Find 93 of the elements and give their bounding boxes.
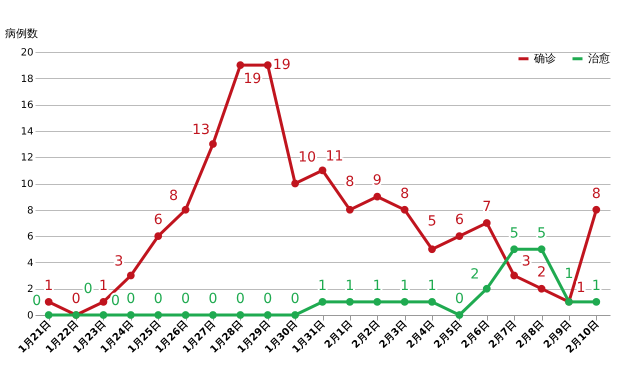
point bbox=[154, 311, 162, 319]
data-label: 7 bbox=[482, 198, 492, 215]
point bbox=[510, 272, 518, 280]
point bbox=[182, 206, 190, 214]
point bbox=[291, 311, 299, 319]
point bbox=[236, 311, 244, 319]
point bbox=[100, 298, 108, 306]
data-label: 1 bbox=[345, 278, 354, 294]
data-label: 19 bbox=[243, 71, 262, 88]
y-tick-label: 12 bbox=[20, 152, 34, 164]
y-tick-label: 14 bbox=[20, 126, 34, 138]
data-label: 1 bbox=[98, 278, 108, 294]
data-label: 1 bbox=[372, 278, 382, 294]
data-label: 0 bbox=[154, 291, 163, 307]
y-axis-title: 病例数 bbox=[5, 27, 38, 40]
point bbox=[318, 298, 326, 306]
data-label: 8 bbox=[400, 186, 410, 202]
point bbox=[428, 298, 436, 306]
data-label: 3 bbox=[522, 254, 531, 270]
data-label: 2 bbox=[537, 264, 546, 281]
point bbox=[44, 298, 53, 306]
point bbox=[182, 311, 190, 319]
data-label: 19 bbox=[272, 57, 291, 74]
point bbox=[592, 298, 600, 306]
data-label: 0 bbox=[263, 291, 272, 307]
data-label: 0 bbox=[84, 281, 93, 297]
data-label: 3 bbox=[114, 254, 124, 270]
y-tick-label: 0 bbox=[27, 310, 34, 322]
y-tick-label: 20 bbox=[20, 48, 34, 58]
y-tick-label: 16 bbox=[20, 100, 34, 112]
point bbox=[346, 206, 354, 214]
data-label: 13 bbox=[192, 122, 210, 138]
data-label: 6 bbox=[154, 212, 163, 228]
data-label: 2 bbox=[470, 266, 480, 283]
point bbox=[126, 272, 135, 280]
data-label: 0 bbox=[72, 291, 81, 307]
data-label: 1 bbox=[576, 280, 586, 296]
data-label: 0 bbox=[454, 291, 464, 307]
point bbox=[456, 232, 464, 240]
point bbox=[209, 140, 217, 148]
y-tick-label: 8 bbox=[27, 205, 34, 216]
data-label: 1 bbox=[400, 278, 410, 294]
point bbox=[100, 311, 108, 319]
point bbox=[538, 284, 546, 293]
point bbox=[44, 311, 53, 319]
y-tick-label: 2 bbox=[27, 284, 34, 296]
data-label: 1 bbox=[318, 278, 327, 294]
legend-label: 治愈 bbox=[588, 52, 610, 65]
point bbox=[482, 284, 491, 293]
data-label: 0 bbox=[126, 291, 136, 307]
data-label: 8 bbox=[169, 188, 178, 204]
data-label: 0 bbox=[110, 293, 120, 309]
y-tick-label: 10 bbox=[20, 179, 34, 190]
data-label: 0 bbox=[236, 291, 245, 307]
point bbox=[400, 206, 409, 214]
data-label: 1 bbox=[592, 278, 601, 294]
y-tick-label: 6 bbox=[27, 232, 34, 243]
point bbox=[373, 298, 382, 306]
point bbox=[264, 61, 272, 70]
point bbox=[482, 219, 491, 227]
point bbox=[291, 180, 299, 188]
point bbox=[209, 311, 217, 319]
point bbox=[400, 298, 409, 306]
data-label: 0 bbox=[208, 291, 218, 307]
point bbox=[126, 311, 135, 319]
point bbox=[373, 192, 382, 201]
legend-label: 确诊 bbox=[533, 52, 556, 65]
y-tick-label: 4 bbox=[27, 258, 34, 269]
point bbox=[428, 245, 436, 254]
data-label: 0 bbox=[181, 291, 190, 307]
data-label: 8 bbox=[345, 174, 354, 190]
data-label: 11 bbox=[326, 148, 344, 164]
point bbox=[592, 206, 600, 214]
point bbox=[264, 311, 272, 319]
data-label: 5 bbox=[428, 213, 436, 230]
data-label: 8 bbox=[592, 186, 601, 202]
data-label: 1 bbox=[44, 278, 54, 294]
point bbox=[318, 166, 326, 174]
data-label: 9 bbox=[372, 172, 382, 189]
point bbox=[510, 245, 518, 254]
point bbox=[236, 61, 244, 70]
data-label: 10 bbox=[298, 150, 316, 166]
data-label: 5 bbox=[537, 225, 546, 242]
data-label: 1 bbox=[428, 278, 436, 294]
point bbox=[154, 232, 162, 240]
data-label: 1 bbox=[564, 266, 574, 282]
data-label: 6 bbox=[454, 212, 464, 228]
point bbox=[456, 311, 464, 319]
point bbox=[538, 245, 546, 254]
data-label: 5 bbox=[510, 225, 519, 242]
data-label: 0 bbox=[290, 291, 300, 307]
point bbox=[346, 298, 354, 306]
y-tick-label: 18 bbox=[20, 74, 34, 85]
